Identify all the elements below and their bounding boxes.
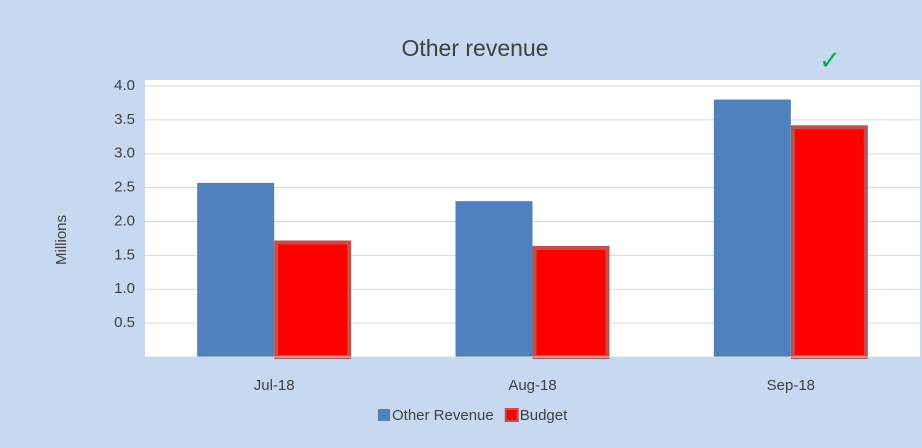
bar: [197, 182, 275, 357]
annotation: ✓: [819, 45, 841, 75]
y-tick-label: 4.0: [114, 77, 135, 94]
y-tick-label: 3.0: [114, 145, 135, 162]
bar: [532, 245, 610, 359]
bar: [274, 240, 352, 359]
legend-swatch: [378, 409, 390, 421]
y-tick-label: 3.5: [114, 111, 135, 128]
y-tick-label: 0.5: [114, 314, 135, 331]
y-tick-label: 2.0: [114, 212, 135, 229]
chart-title: Other revenue: [401, 35, 548, 61]
y-axis-label: Millions: [53, 215, 70, 265]
legend-swatch: [504, 408, 519, 422]
y-tick-label: 2.5: [114, 179, 135, 196]
y-tick-label: 1.0: [114, 280, 135, 297]
x-tick-label: Jul-18: [254, 377, 295, 394]
bar: [713, 99, 791, 358]
legend-label: Budget: [520, 407, 568, 424]
bar: [790, 125, 868, 359]
x-tick-label: Aug-18: [508, 377, 556, 394]
legend-label: Other Revenue: [392, 407, 494, 424]
bar: [455, 201, 533, 357]
y-tick-label: 1.5: [114, 246, 135, 263]
x-tick-label: Sep-18: [767, 377, 815, 394]
